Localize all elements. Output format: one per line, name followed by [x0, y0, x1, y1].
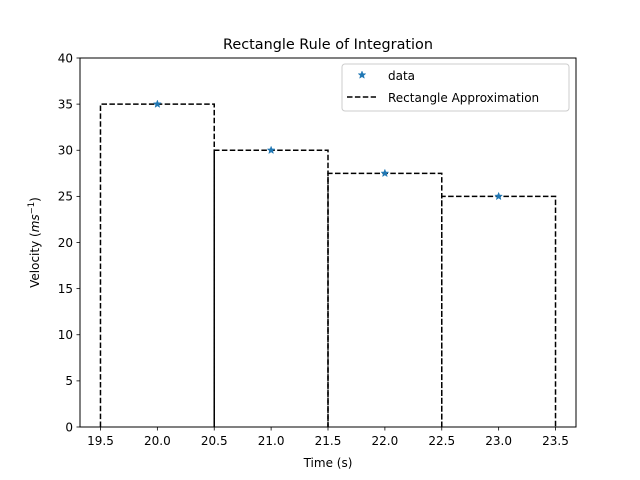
y-tick-label: 40 — [58, 51, 73, 65]
plot-area — [99, 99, 557, 427]
x-tick-label: 21.5 — [315, 434, 342, 448]
y-tick-label: 35 — [58, 97, 73, 111]
y-tick-label: 10 — [58, 328, 73, 342]
x-tick-label: 21.0 — [258, 434, 285, 448]
legend: data Rectangle Approximation — [341, 63, 570, 112]
x-axis-ticks: 19.5 20.0 20.5 21.0 21.5 22.0 22.5 23.0 23.5 — [87, 427, 569, 448]
x-tick-label: 22.5 — [428, 434, 455, 448]
data-point-star — [152, 99, 162, 108]
chart-title: Rectangle Rule of Integration — [223, 37, 433, 53]
axes-frame — [79, 57, 577, 428]
data-point-star — [494, 191, 504, 201]
legend-label-rectangle-approximation: Rectangle Approximation — [388, 91, 539, 105]
y-axis-ticks: 0 5 10 15 20 25 30 35 40 — [58, 51, 80, 434]
y-tick-label: 5 — [65, 374, 73, 388]
x-tick-label: 23.0 — [485, 434, 512, 448]
legend-star-marker-icon — [357, 70, 367, 79]
x-axis-label: Time (s) — [303, 456, 353, 470]
y-tick-label: 20 — [58, 236, 73, 250]
data-point-star — [380, 168, 390, 178]
legend-box — [341, 63, 570, 112]
y-tick-label: 25 — [58, 190, 73, 204]
y-tick-label: 15 — [58, 282, 73, 296]
y-axis-label: Velocity (ms−1) — [27, 197, 42, 288]
x-tick-label: 22.0 — [372, 434, 399, 448]
x-tick-label: 20.0 — [144, 434, 171, 448]
data-point-star — [266, 145, 276, 155]
y-tick-label: 30 — [58, 144, 73, 158]
x-tick-label: 20.5 — [201, 434, 228, 448]
legend-label-data: data — [388, 69, 415, 83]
y-tick-label: 0 — [65, 420, 73, 434]
x-tick-label: 19.5 — [87, 434, 114, 448]
x-tick-label: 23.5 — [542, 434, 569, 448]
